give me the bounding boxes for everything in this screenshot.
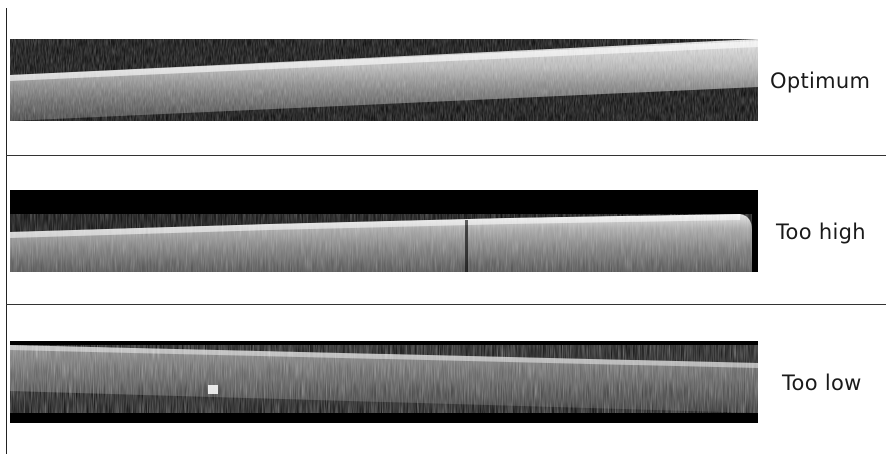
scan-image-optimum [10, 39, 758, 121]
scan-too-high-graphic [10, 190, 758, 272]
label-optimum: Optimum [770, 69, 871, 93]
scan-image-too-high [10, 190, 758, 272]
scan-image-too-low [10, 341, 758, 423]
label-too-high: Too high [776, 220, 866, 244]
divider-1 [6, 155, 886, 156]
scan-too-low-graphic [10, 341, 758, 423]
figure-left-border [6, 8, 7, 454]
scan-optimum-graphic [10, 39, 758, 121]
label-too-low: Too low [782, 371, 862, 395]
divider-2 [6, 304, 886, 305]
